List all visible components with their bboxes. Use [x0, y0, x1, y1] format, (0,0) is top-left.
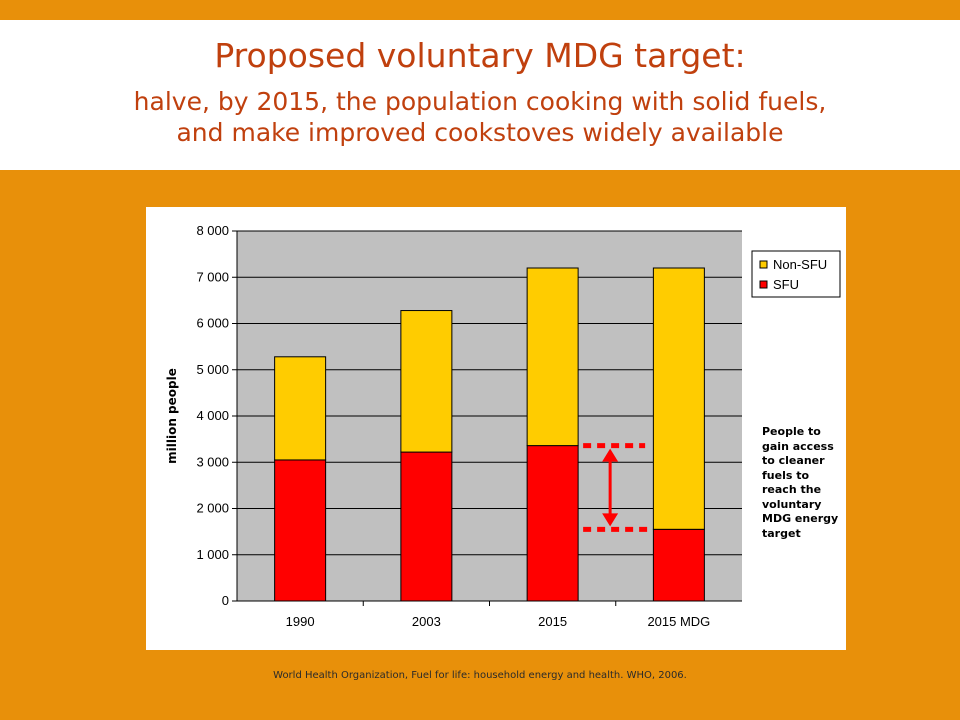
x-tick-label: 2015 — [538, 614, 567, 629]
y-tick-label: 0 — [222, 593, 229, 608]
annotation-line: gain access — [762, 439, 834, 453]
y-tick-label: 1 000 — [196, 547, 229, 562]
bar-non-sfu — [526, 267, 579, 447]
annotation-line: target — [762, 526, 801, 540]
legend-label: Non-SFU — [773, 257, 827, 272]
arrow-down-icon — [602, 513, 619, 527]
y-tick-label: 6 000 — [196, 316, 229, 331]
y-tick-label: 3 000 — [196, 454, 229, 469]
bar-non-sfu — [274, 356, 327, 461]
legend-swatch — [759, 280, 768, 289]
bar-non-sfu — [652, 267, 705, 530]
x-tick-label: 2003 — [412, 614, 441, 629]
legend-swatch — [759, 260, 768, 269]
source-citation: World Health Organization, Fuel for life… — [273, 670, 687, 681]
y-tick-label: 5 000 — [196, 362, 229, 377]
title-band — [0, 20, 960, 170]
y-tick-label: 2 000 — [196, 501, 229, 516]
y-tick-label: 4 000 — [196, 408, 229, 423]
slide-subtitle: halve, by 2015, the population cooking w… — [0, 86, 960, 148]
annotation-line: fuels to — [762, 468, 810, 482]
bar-sfu — [400, 451, 453, 602]
y-tick-label: 7 000 — [196, 269, 229, 284]
x-tick-label: 1990 — [286, 614, 315, 629]
stacked-bar-chart: 0 1 000 2 000 3 000 4 000 5 000 6 000 7 000 8 00… — [165, 223, 841, 629]
subtitle-line-2: and make improved cookstoves widely avai… — [176, 118, 784, 147]
slide-title: Proposed voluntary MDG target: — [214, 36, 746, 75]
annotation-line: MDG energy — [762, 512, 839, 525]
bar-sfu — [526, 445, 579, 602]
y-axis-label: million people — [165, 368, 179, 464]
annotation-line: to cleaner — [762, 454, 825, 467]
subtitle-line-1: halve, by 2015, the population cooking w… — [133, 87, 827, 116]
legend-label: SFU — [773, 277, 799, 292]
legend-box — [751, 250, 841, 298]
annotation-line: voluntary — [762, 497, 822, 511]
bar-sfu — [274, 459, 327, 602]
bar-sfu — [652, 528, 705, 602]
chart-container: 0 1 000 2 000 3 000 4 000 5 000 6 000 7 000 8 00… — [146, 207, 846, 650]
target-annotation: People to gain access to cleaner fuels t… — [762, 425, 846, 541]
annotation-line: reach the — [762, 483, 822, 496]
bar-non-sfu — [400, 310, 453, 453]
annotation-line: People to — [762, 425, 821, 438]
x-tick-label: 2015 MDG — [647, 614, 710, 629]
arrow-up-icon — [602, 448, 619, 462]
y-tick-label: 8 000 — [196, 223, 229, 238]
